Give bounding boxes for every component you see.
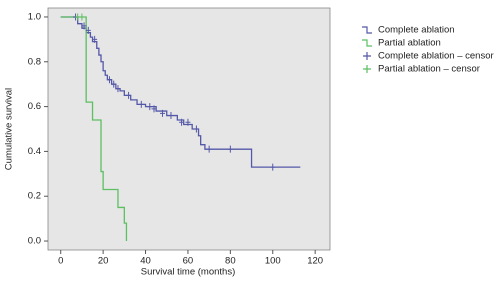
censor-mark bbox=[185, 118, 191, 126]
legend-label: Complete ablation bbox=[378, 25, 455, 36]
censor-mark bbox=[179, 118, 185, 126]
censor-mark bbox=[147, 103, 153, 111]
censor-mark bbox=[193, 125, 199, 133]
legend-swatch bbox=[362, 39, 372, 47]
censor-mark bbox=[92, 35, 98, 43]
x-tick-label: 60 bbox=[183, 256, 194, 267]
censor-mark bbox=[227, 145, 233, 153]
survival-curve bbox=[60, 16, 301, 168]
y-tick-label: 0.0 bbox=[28, 236, 41, 247]
y-tick-label: 0.4 bbox=[28, 146, 41, 157]
censor-mark bbox=[138, 100, 144, 108]
legend-swatch bbox=[362, 26, 372, 34]
x-tick-label: 100 bbox=[265, 256, 281, 267]
y-tick-label: 0.2 bbox=[28, 191, 41, 202]
x-tick-label: 80 bbox=[225, 256, 236, 267]
legend-label: Partial ablation bbox=[378, 38, 441, 49]
censor-mark bbox=[85, 26, 91, 34]
censor-mark bbox=[151, 105, 157, 113]
y-tick-label: 0.6 bbox=[28, 101, 41, 112]
censor-mark bbox=[75, 13, 81, 21]
censor-mark bbox=[159, 109, 165, 117]
censor-mark bbox=[115, 85, 121, 93]
censor-mark bbox=[270, 163, 276, 171]
x-tick-label: 0 bbox=[58, 256, 63, 267]
censor-mark bbox=[106, 76, 112, 84]
x-axis-label: Survival time (months) bbox=[141, 267, 236, 278]
legend-label: Complete ablation – censor bbox=[378, 51, 494, 62]
y-tick-label: 1.0 bbox=[28, 11, 41, 22]
censor-mark bbox=[206, 145, 212, 153]
y-axis-label: Cumulative survival bbox=[4, 88, 15, 170]
x-tick-label: 40 bbox=[140, 256, 151, 267]
legend-label: Partial ablation – censor bbox=[378, 64, 480, 75]
legend-swatch bbox=[363, 65, 371, 73]
censor-mark bbox=[111, 80, 117, 88]
censor-mark bbox=[126, 91, 132, 99]
legend-swatch bbox=[363, 52, 371, 60]
survival-curve bbox=[60, 16, 128, 242]
x-tick-label: 120 bbox=[307, 256, 323, 267]
y-tick-label: 0.8 bbox=[28, 56, 41, 67]
censor-mark bbox=[79, 13, 85, 21]
censor-mark bbox=[81, 22, 87, 30]
plot-area bbox=[47, 7, 331, 251]
censor-mark bbox=[168, 112, 174, 120]
x-tick-label: 20 bbox=[98, 256, 109, 267]
